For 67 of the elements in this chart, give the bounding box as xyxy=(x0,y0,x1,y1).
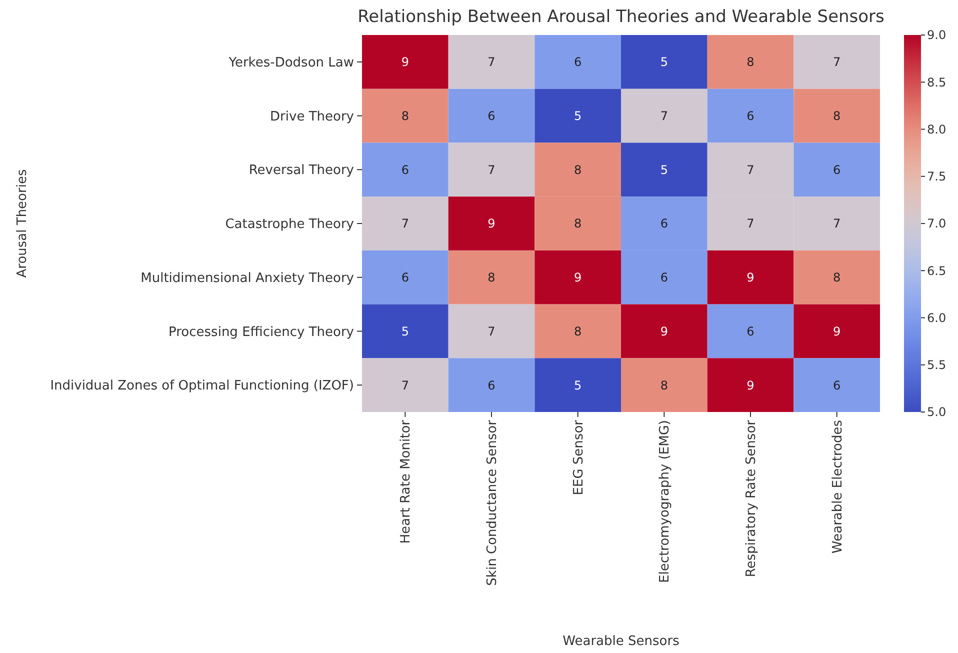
data-label: 6 xyxy=(660,270,668,285)
data-label: 8 xyxy=(574,324,582,338)
x-tick-label: Electromyography (EMG) xyxy=(658,420,673,583)
data-label: 9 xyxy=(833,324,841,338)
data-label: 9 xyxy=(574,270,582,285)
data-label: 8 xyxy=(574,162,582,177)
data-label: 8 xyxy=(746,55,754,70)
data-label: 7 xyxy=(833,216,841,231)
y-axis-title: Arousal Theories xyxy=(15,169,30,278)
y-tick-label: Drive Theory xyxy=(270,109,354,124)
data-label: 6 xyxy=(746,324,754,338)
data-label: 5 xyxy=(401,324,409,338)
data-label: 9 xyxy=(401,55,409,70)
data-label: 6 xyxy=(488,378,496,392)
chart-title: Relationship Between Arousal Theories and Wearable Sensors xyxy=(358,7,885,27)
data-label: 7 xyxy=(488,162,496,177)
data-label: 8 xyxy=(574,216,582,231)
color-bar-label: 9.0 xyxy=(927,28,946,42)
color-bar-label: 7.5 xyxy=(927,170,946,184)
data-label: 6 xyxy=(488,108,496,123)
y-tick-label: Catastrophe Theory xyxy=(225,217,354,232)
data-label: 5 xyxy=(660,162,668,177)
data-label: 7 xyxy=(746,162,754,177)
x-tick-label: Skin Conductance Sensor xyxy=(485,419,500,586)
x-tick-label: Heart Rate Monitor xyxy=(398,419,414,544)
data-label: 9 xyxy=(746,270,754,285)
data-label: 8 xyxy=(833,108,841,123)
data-label: 7 xyxy=(488,324,496,338)
x-tick-label: Respiratory Rate Sensor xyxy=(744,419,760,578)
y-tick-label: Individual Zones of Optimal Functioning (IZOF) xyxy=(50,378,354,394)
color-bar-label: 5.5 xyxy=(927,358,946,372)
data-label: 6 xyxy=(574,55,582,70)
data-label: 6 xyxy=(660,216,668,231)
data-label: 7 xyxy=(488,55,496,70)
data-label: 8 xyxy=(660,378,668,392)
color-bar-label: 5.0 xyxy=(927,405,946,420)
x-tick-label: EEG Sensor xyxy=(571,419,586,496)
data-label: 6 xyxy=(401,270,409,285)
data-label: 9 xyxy=(488,216,496,231)
data-label: 8 xyxy=(401,108,409,123)
data-label: 7 xyxy=(401,378,409,392)
color-bar-label: 7.0 xyxy=(927,216,946,231)
data-label: 5 xyxy=(574,108,582,123)
data-label: 8 xyxy=(833,270,841,285)
y-tick-label: Yerkes-Dodson Law xyxy=(228,55,354,70)
color-bar-label: 6.0 xyxy=(927,310,946,325)
y-tick-label: Processing Efficiency Theory xyxy=(168,324,354,340)
data-label: 7 xyxy=(401,216,409,231)
x-axis-title: Wearable Sensors xyxy=(562,634,680,649)
color-bar-label: 6.5 xyxy=(927,264,946,278)
data-label: 6 xyxy=(401,162,409,177)
data-label: 6 xyxy=(746,108,754,123)
data-label: 5 xyxy=(660,55,668,70)
color-bar-label: 8.0 xyxy=(927,122,946,136)
y-tick-label: Multidimensional Anxiety Theory xyxy=(140,270,354,286)
x-tick-label: Wearable Electrodes xyxy=(830,420,846,554)
data-label: 6 xyxy=(833,378,841,392)
data-label: 6 xyxy=(833,162,841,177)
data-label: 9 xyxy=(660,324,668,338)
data-label: 8 xyxy=(488,270,496,285)
data-label: 9 xyxy=(746,378,754,392)
y-tick-label: Reversal Theory xyxy=(248,163,354,178)
data-label: 7 xyxy=(660,108,668,123)
data-label: 7 xyxy=(833,55,841,70)
color-bar-label: 8.5 xyxy=(927,75,946,90)
data-label: 5 xyxy=(574,378,582,392)
data-label: 7 xyxy=(746,216,754,231)
